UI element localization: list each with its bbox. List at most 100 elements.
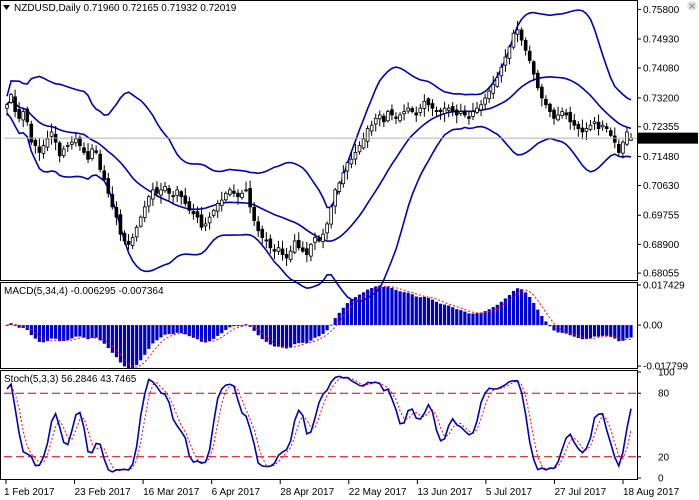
candle-body bbox=[215, 203, 220, 212]
price-tick-label: 0.75800 bbox=[643, 5, 680, 16]
macd-bar bbox=[366, 289, 370, 326]
candle-body bbox=[398, 114, 402, 122]
candle-body bbox=[454, 109, 459, 116]
candle-body bbox=[244, 189, 248, 192]
macd-bar bbox=[422, 296, 426, 326]
macd-bar bbox=[13, 325, 17, 326]
candle-body bbox=[70, 141, 74, 145]
candle bbox=[207, 212, 212, 230]
macd-bar bbox=[272, 325, 277, 347]
candle bbox=[467, 111, 471, 125]
macd-bar bbox=[491, 307, 495, 326]
candle-body bbox=[426, 98, 431, 106]
candle bbox=[422, 94, 427, 117]
candle-body bbox=[126, 240, 131, 245]
time-tick-label: 18 Aug 2017 bbox=[623, 487, 680, 498]
candle bbox=[199, 206, 204, 231]
candle bbox=[151, 182, 155, 206]
macd-bar bbox=[337, 312, 341, 326]
macd-bar bbox=[434, 301, 439, 326]
stochastic-header: Stoch(5,3,3) 56.2846 43.7465 bbox=[4, 374, 137, 385]
macd-bar bbox=[418, 297, 422, 326]
macd-bar bbox=[70, 325, 74, 339]
macd-bar bbox=[455, 309, 459, 326]
candle bbox=[584, 122, 589, 140]
macd-bar bbox=[232, 325, 236, 327]
macd-bar bbox=[329, 324, 333, 326]
candle bbox=[434, 106, 439, 117]
candle-body bbox=[236, 192, 240, 198]
candle bbox=[572, 114, 577, 131]
stochastic-signal-line bbox=[6, 376, 632, 471]
macd-bar bbox=[256, 325, 260, 336]
candle-body bbox=[580, 127, 585, 133]
candle bbox=[398, 112, 402, 123]
macd-bar bbox=[357, 294, 362, 326]
macd-bar bbox=[90, 325, 94, 338]
candle-body bbox=[617, 143, 621, 153]
collapse-arrow-icon[interactable] bbox=[3, 5, 10, 10]
candle bbox=[515, 21, 520, 43]
price-tick-label: 0.68055 bbox=[643, 269, 680, 280]
candle bbox=[442, 101, 447, 122]
candle-body bbox=[102, 170, 107, 181]
candle bbox=[325, 221, 329, 240]
candle-body bbox=[390, 109, 394, 116]
macd-bar bbox=[94, 325, 98, 338]
candle-body bbox=[402, 111, 406, 115]
time-tick-label: 5 Jul 2017 bbox=[486, 487, 533, 498]
candle bbox=[65, 141, 70, 152]
macd-bar bbox=[560, 325, 564, 333]
candle-body bbox=[446, 107, 451, 111]
macd-bar bbox=[564, 325, 568, 334]
macd-bar bbox=[118, 325, 123, 363]
candle-body bbox=[74, 138, 78, 144]
macd-bar bbox=[580, 325, 584, 340]
candle-body bbox=[61, 148, 66, 156]
candle-body bbox=[463, 111, 467, 116]
candle-body bbox=[418, 107, 423, 113]
macd-bar bbox=[353, 297, 358, 326]
candle bbox=[463, 105, 467, 118]
candle bbox=[94, 145, 98, 155]
candle-body bbox=[183, 195, 188, 204]
candle-body bbox=[288, 250, 293, 261]
candle-body bbox=[224, 192, 228, 201]
candle bbox=[369, 120, 374, 136]
candle bbox=[264, 232, 269, 249]
candle-body bbox=[523, 39, 528, 51]
candle bbox=[90, 144, 94, 161]
candle-body bbox=[471, 111, 475, 117]
bollinger-lower-band bbox=[6, 112, 632, 303]
candle bbox=[373, 113, 378, 132]
macd-bar bbox=[394, 289, 398, 326]
candle-body bbox=[142, 206, 147, 218]
macd-bar bbox=[402, 292, 406, 326]
candle-body bbox=[491, 83, 496, 94]
time-tick-label: 13 Jun 2017 bbox=[417, 487, 472, 498]
candle-body bbox=[325, 223, 329, 234]
macd-tick-label: 0.017429 bbox=[643, 280, 685, 291]
candle bbox=[240, 189, 244, 200]
candle-body bbox=[467, 116, 471, 119]
candle-body bbox=[568, 112, 573, 123]
macd-bar bbox=[524, 292, 528, 326]
candle-body bbox=[228, 189, 232, 195]
candle bbox=[276, 240, 281, 256]
macd-bar bbox=[370, 287, 374, 326]
stochastic-main-line bbox=[6, 375, 632, 473]
close-icon[interactable] bbox=[687, 1, 697, 11]
candle bbox=[390, 104, 394, 121]
candle-body bbox=[442, 107, 447, 114]
macd-bar bbox=[62, 325, 66, 342]
candle bbox=[576, 121, 581, 137]
candle-body bbox=[349, 158, 354, 165]
macd-bar bbox=[438, 303, 443, 326]
macd-bar bbox=[78, 325, 82, 337]
candle-body bbox=[499, 66, 504, 77]
macd-bar bbox=[268, 325, 272, 345]
candle bbox=[531, 60, 536, 82]
macd-bar bbox=[552, 325, 556, 331]
macd-bar bbox=[475, 313, 479, 326]
candle bbox=[252, 202, 256, 227]
